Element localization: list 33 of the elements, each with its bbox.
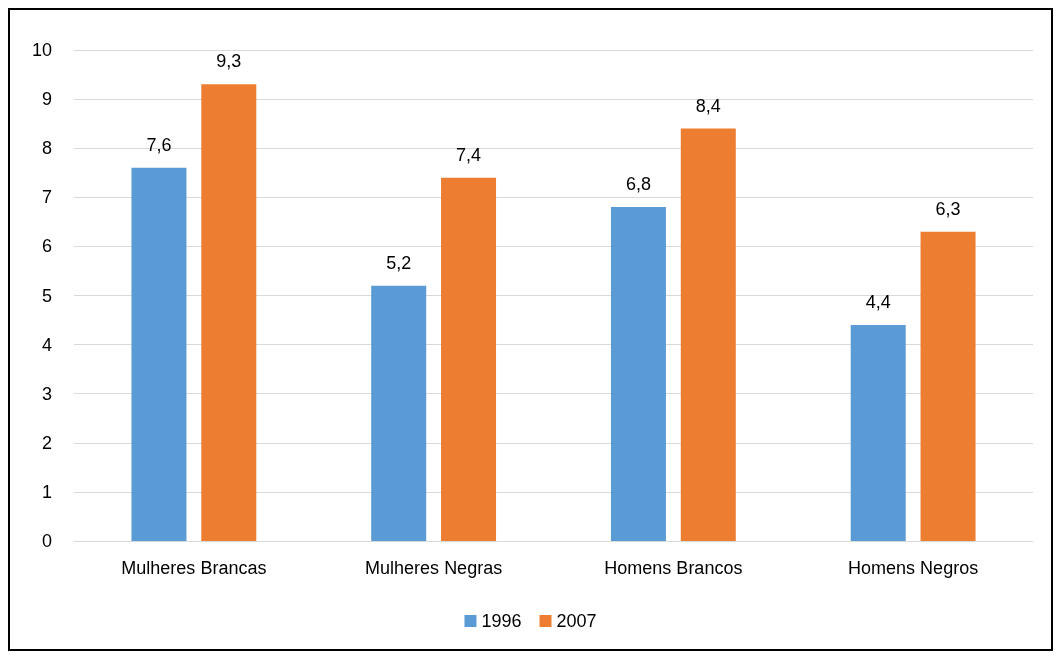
- data-label: 6,8: [625, 174, 651, 195]
- data-label: 7,6: [146, 134, 172, 155]
- y-tick-label: 5: [41, 285, 52, 306]
- bar: [371, 285, 427, 541]
- data-label: 8,4: [695, 95, 721, 116]
- y-tick-label: 9: [41, 89, 52, 110]
- y-tick-label: 4: [41, 334, 52, 355]
- bar: [131, 167, 187, 541]
- x-tick-label: Homens Negros: [848, 558, 979, 578]
- y-tick-label: 3: [41, 383, 52, 404]
- data-label: 6,3: [935, 198, 961, 219]
- data-label: 4,4: [865, 291, 891, 312]
- y-tick-label: 0: [41, 531, 52, 551]
- y-tick-label: 7: [41, 187, 52, 208]
- bar: [610, 207, 666, 541]
- x-tick-label: Homens Brancos: [604, 558, 743, 578]
- y-tick-label: 6: [41, 236, 52, 257]
- y-tick-label: 2: [41, 432, 52, 453]
- bar: [201, 84, 257, 541]
- y-tick-label: 1: [41, 481, 52, 502]
- y-tick-label: 8: [41, 138, 52, 159]
- bar: [850, 324, 906, 541]
- data-label: 9,3: [216, 51, 242, 72]
- legend-label: 1996: [481, 611, 522, 631]
- bar: [441, 177, 497, 541]
- y-tick-label: 10: [31, 40, 52, 60]
- bar: [680, 128, 736, 541]
- legend-label: 2007: [556, 611, 597, 631]
- data-label: 7,4: [456, 144, 482, 165]
- bar: [920, 231, 976, 541]
- x-tick-label: Mulheres Brancas: [121, 558, 267, 578]
- x-tick-label: Mulheres Negras: [365, 558, 503, 578]
- data-label: 5,2: [386, 252, 412, 273]
